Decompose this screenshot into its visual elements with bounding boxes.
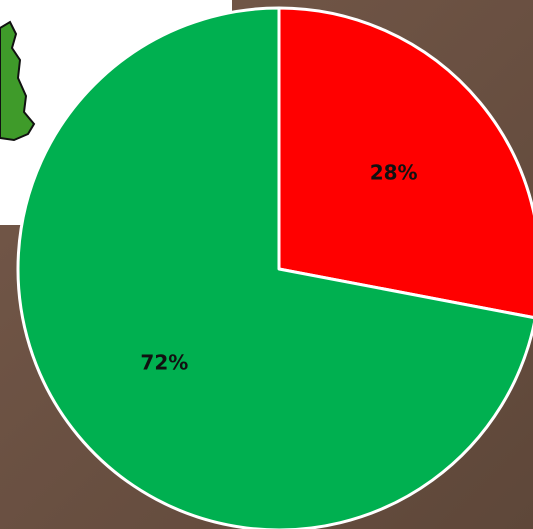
pie-slice [277,6,533,319]
data-label: 72% [140,350,188,374]
data-label: 28% [370,161,418,185]
pie: 28% 72% [16,6,533,529]
map-region [0,20,36,142]
pie-slice [16,6,533,529]
